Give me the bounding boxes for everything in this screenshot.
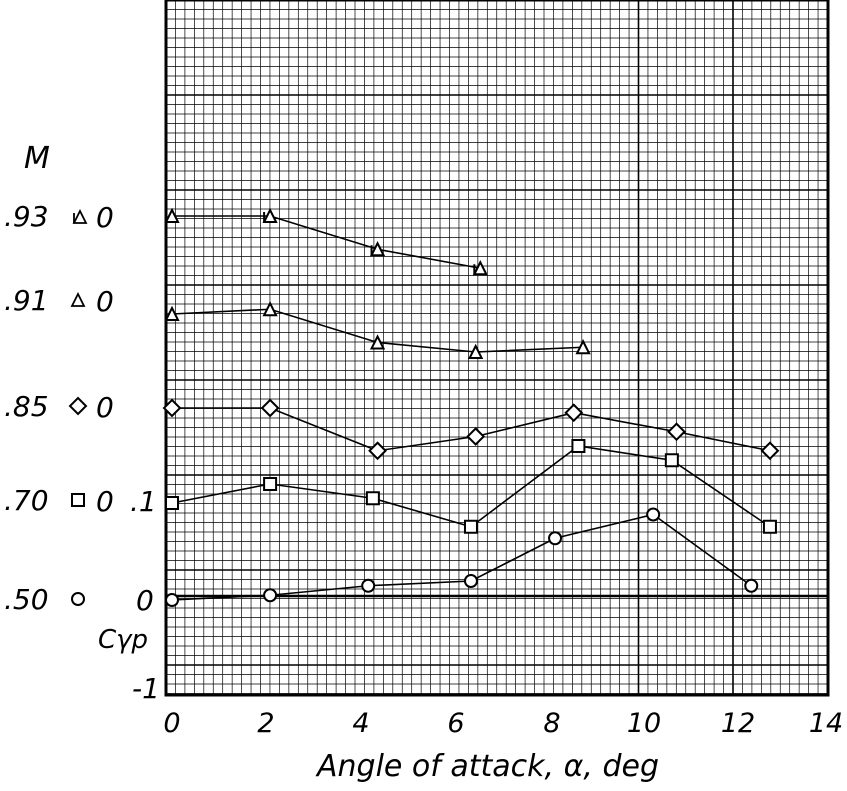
data-point-diamond xyxy=(466,427,486,446)
zero-label-093: 0 xyxy=(96,201,114,234)
data-point-circle xyxy=(165,593,179,607)
data-point-square xyxy=(263,477,278,491)
square-icon xyxy=(71,493,85,507)
legend-label-050: .50 xyxy=(4,583,49,616)
x-tick-label: 8 xyxy=(543,708,560,739)
circle-icon xyxy=(71,592,85,606)
series-line xyxy=(172,215,481,270)
data-point-square xyxy=(365,491,380,506)
data-point-diamond xyxy=(260,398,280,418)
legend-label-093: .93 xyxy=(4,200,49,233)
triangle-icon xyxy=(70,291,86,307)
zero-label-085: 0 xyxy=(96,391,114,424)
diamond-icon xyxy=(68,396,88,416)
data-point-circle xyxy=(361,578,376,593)
data-point-diamond xyxy=(760,441,780,461)
x-tick-label: 4 xyxy=(352,708,369,739)
legend-label-070: .70 xyxy=(4,484,49,517)
data-point-circle xyxy=(548,531,563,546)
data-point-square xyxy=(571,439,586,453)
legend-label-085: .85 xyxy=(4,390,49,423)
data-point-triangle xyxy=(468,343,484,359)
series-layer xyxy=(162,207,780,607)
data-point-circle xyxy=(463,574,478,588)
data-point-diamond xyxy=(162,398,182,418)
y-axis-title: Cγp xyxy=(98,625,148,655)
zero-label-091: 0 xyxy=(96,285,114,318)
x-tick-label: 0 xyxy=(163,708,180,739)
x-tick-label: 2 xyxy=(257,708,274,739)
data-point-flagged-triangle xyxy=(164,207,180,223)
data-point-diamond xyxy=(667,422,686,442)
legend-label-091: .91 xyxy=(4,284,49,317)
zero-label-050: 0 xyxy=(136,584,154,617)
data-point-circle xyxy=(646,507,661,522)
plot-frame xyxy=(164,0,830,697)
data-point-square xyxy=(762,519,777,534)
data-point-triangle xyxy=(164,305,180,321)
data-point-triangle xyxy=(369,334,386,350)
data-point-flagged-triangle xyxy=(369,241,386,257)
x-axis-title: Angle of attack, α, deg xyxy=(315,749,659,784)
y-tick-label-one: .1 xyxy=(130,485,157,518)
y-tick-label-minus-one: -1 xyxy=(132,672,160,705)
x-tick-label: 6 xyxy=(447,708,464,739)
data-point-flagged-triangle xyxy=(262,207,278,223)
data-point-diamond xyxy=(564,403,584,423)
data-point-triangle xyxy=(575,339,591,355)
data-point-circle xyxy=(263,588,278,603)
x-tick-label: 10 xyxy=(627,708,661,739)
data-point-diamond xyxy=(368,441,387,461)
data-point-square xyxy=(165,496,179,510)
data-point-square xyxy=(463,519,478,534)
x-tick-label: 14 xyxy=(809,708,843,739)
data-point-circle xyxy=(744,578,759,593)
data-point-square xyxy=(664,453,679,468)
zero-label-070: 0 xyxy=(96,485,114,518)
x-tick-label: 12 xyxy=(721,708,755,739)
grid xyxy=(165,0,829,695)
data-point-flagged-triangle xyxy=(472,260,488,276)
flagged-triangle-icon xyxy=(72,208,88,224)
legend-title: M xyxy=(24,141,50,176)
data-point-triangle xyxy=(262,301,278,317)
